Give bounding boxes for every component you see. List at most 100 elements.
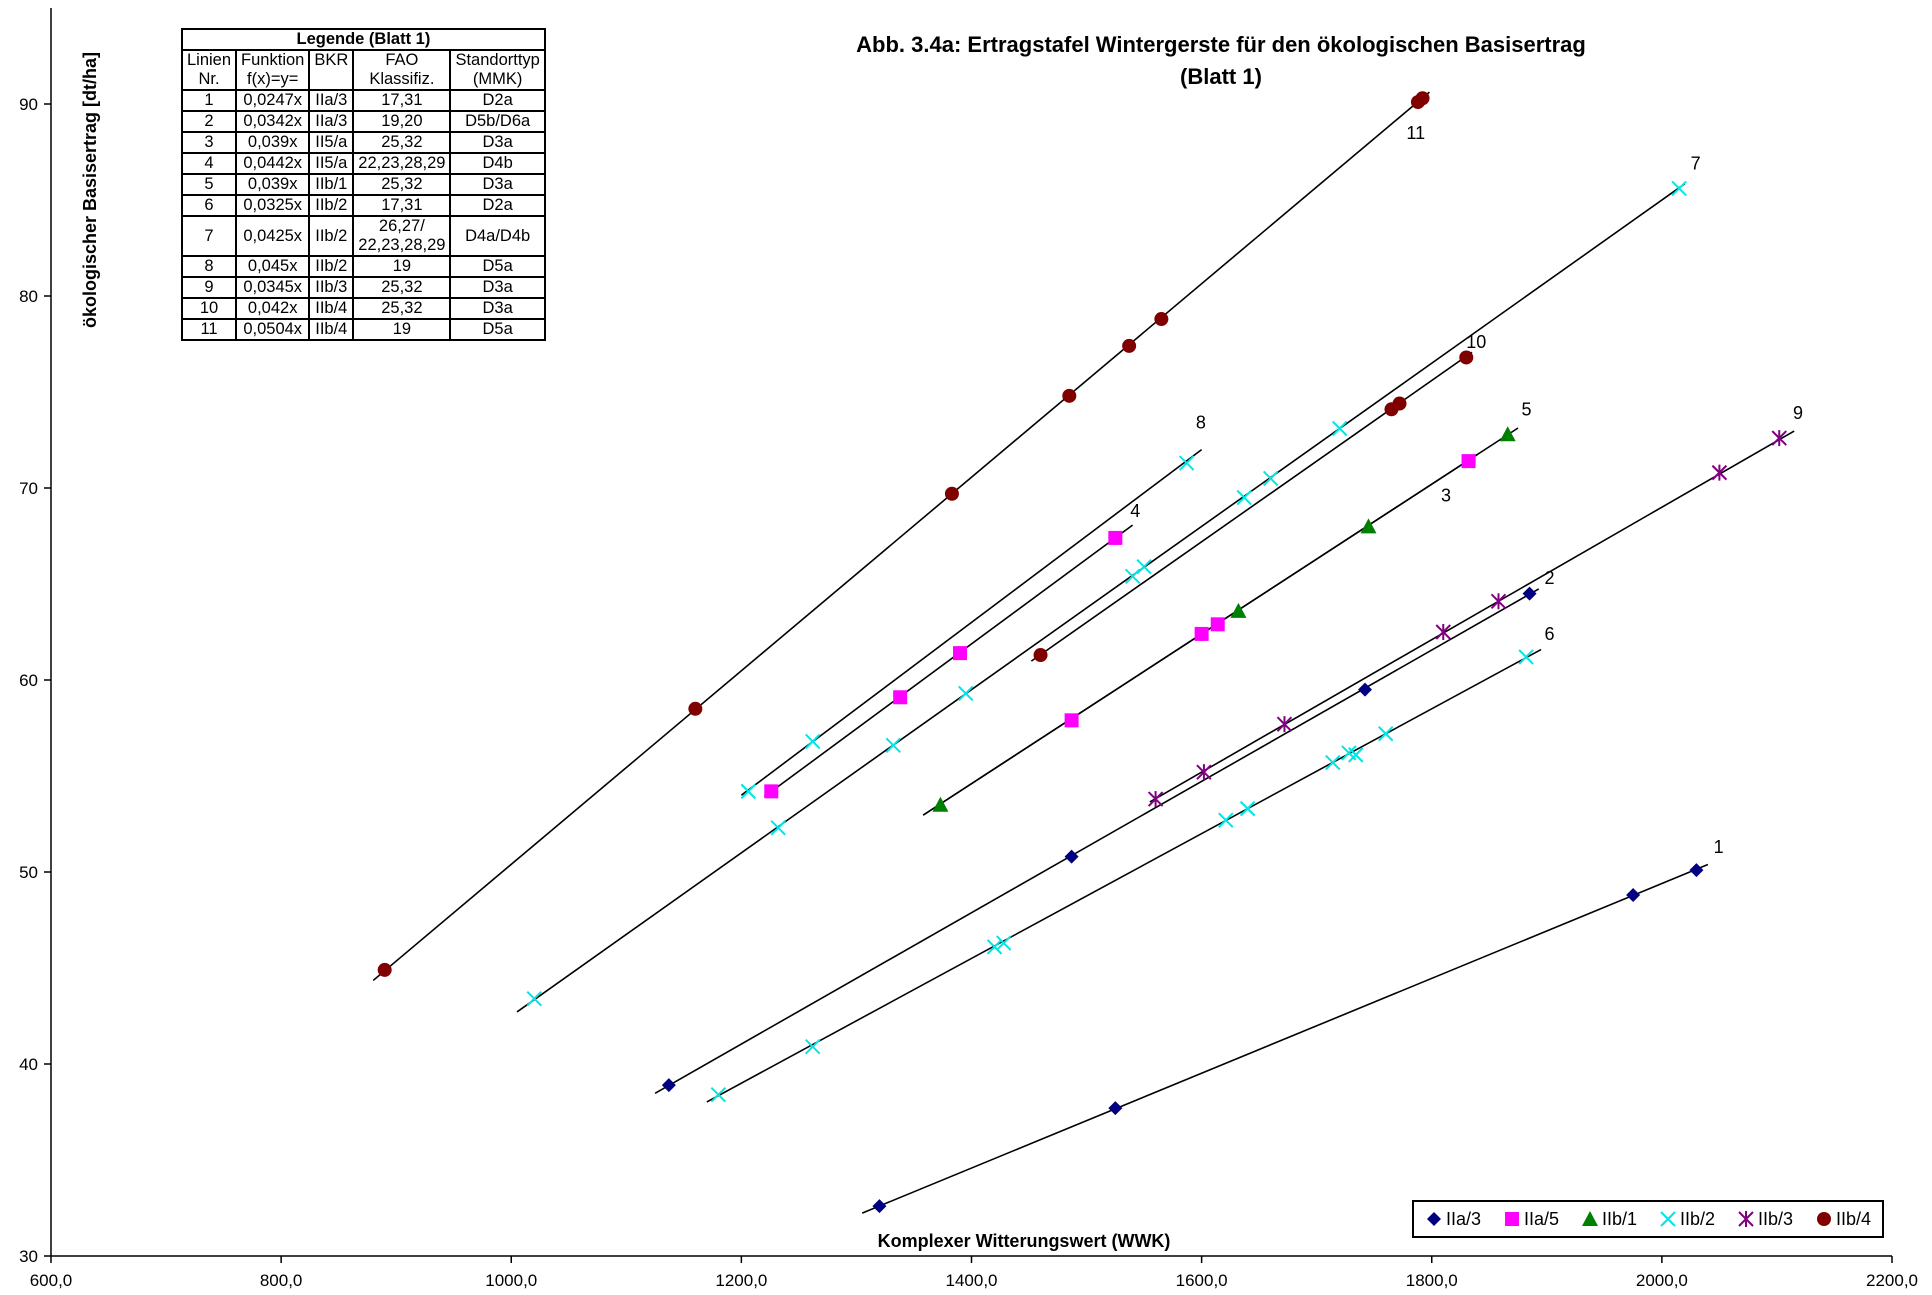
data-point xyxy=(805,733,821,750)
legend-cell: D5a xyxy=(449,255,546,278)
legend-header-cell: Standorttyp (MMK) xyxy=(449,49,546,91)
legend-cell: 25,32 xyxy=(352,276,452,299)
legend-table-row: 5 0,039x IIb/1 25,32 D3a xyxy=(180,173,546,196)
legend-table-row: 2 0,0342x IIa/3 19,20 D5b/D6a xyxy=(180,110,546,133)
legend-cell: 0,0345x xyxy=(235,276,311,299)
series-legend-item: IIb/1 xyxy=(1581,1209,1637,1230)
legend-table-row: 10 0,042x IIb/4 25,32 D3a xyxy=(180,297,546,320)
series-IIb-3 xyxy=(1147,430,1787,808)
series-legend-label: IIb/1 xyxy=(1601,1208,1638,1229)
data-point xyxy=(1392,396,1407,411)
data-point xyxy=(1147,791,1164,808)
legend-cell: 0,0247x xyxy=(235,89,311,112)
data-point xyxy=(1239,800,1256,817)
series-legend-item: IIa/3 xyxy=(1425,1209,1481,1230)
data-point xyxy=(1522,586,1537,601)
series-legend-item: IIb/4 xyxy=(1815,1209,1871,1230)
y-tick-label: 40 xyxy=(19,1055,38,1074)
data-point xyxy=(1033,648,1048,663)
legend-cell: 19,20 xyxy=(352,110,452,133)
legend-table-row: 1 0,0247x IIa/3 17,31 D2a xyxy=(180,89,546,112)
legend-cell: D2a xyxy=(449,194,546,217)
legend-cell: D3a xyxy=(449,297,546,320)
legend-cell: D3a xyxy=(449,131,546,154)
x-tick-label: 2000,0 xyxy=(1636,1271,1688,1290)
data-point xyxy=(740,783,756,800)
fit-line-1 xyxy=(861,863,1709,1214)
legend-cell: 0,0342x xyxy=(235,110,311,133)
legend-cell: 19 xyxy=(352,255,452,278)
legend-cell: II5/a xyxy=(308,131,355,154)
legend-cell: 26,27/22,23,28,29 xyxy=(352,215,452,257)
legend-cell: 0,039x xyxy=(235,131,311,154)
series-legend-label: IIb/3 xyxy=(1757,1208,1794,1229)
fit-line-8 xyxy=(740,448,1203,796)
data-point xyxy=(1122,338,1137,353)
legend-cell: 4 xyxy=(180,152,238,175)
legend-cell: 25,32 xyxy=(352,173,452,196)
data-point xyxy=(805,1039,821,1055)
legend-cell: D5a xyxy=(449,318,546,341)
legend-cell: 0,0425x xyxy=(235,215,311,257)
x-tick-label: 1800,0 xyxy=(1406,1271,1458,1290)
legend-cell: IIb/4 xyxy=(308,297,355,320)
legend-table-caption: Legende (Blatt 1) xyxy=(181,28,546,51)
legend-cell: D5b/D6a xyxy=(449,110,546,133)
legend-table-row: 3 0,039x II5/a 25,32 D3a xyxy=(180,131,546,154)
legend-cell: 0,0442x xyxy=(235,152,311,175)
data-point xyxy=(1358,682,1373,697)
legend-cell: IIb/2 xyxy=(308,215,355,257)
data-point xyxy=(1178,455,1195,471)
data-point xyxy=(1499,426,1516,442)
y-tick-label: 70 xyxy=(19,479,38,498)
legend-cell: 8 xyxy=(180,255,238,278)
data-point xyxy=(377,962,392,977)
legend-table: Legende (Blatt 1) Linien Nr. Funktion f(x)=… xyxy=(180,28,546,341)
data-point xyxy=(1771,430,1787,447)
legend-cell: 9 xyxy=(180,276,238,299)
series-legend-label: IIb/2 xyxy=(1679,1208,1716,1229)
square-marker-icon xyxy=(1504,1212,1519,1226)
asterisk-marker-icon xyxy=(1738,1211,1754,1227)
legend-cell: 17,31 xyxy=(352,194,452,217)
data-point xyxy=(1459,350,1474,365)
legend-cell: 3 xyxy=(180,131,238,154)
series-legend-label: IIa/5 xyxy=(1523,1208,1560,1229)
data-point xyxy=(1276,716,1293,733)
legend-cell: IIb/4 xyxy=(308,318,355,341)
data-point xyxy=(1194,626,1209,641)
series-legend-item: IIb/3 xyxy=(1737,1209,1793,1230)
legend-table-row: 8 0,045x IIb/2 19 D5a xyxy=(180,255,546,278)
data-point xyxy=(1236,489,1252,506)
data-point xyxy=(1108,530,1123,545)
legend-cell: IIb/2 xyxy=(308,255,355,278)
y-axis-title: ökologischer Basisertrag [dt/ha] xyxy=(80,52,100,328)
x-marker-icon xyxy=(1660,1211,1676,1227)
circle-marker-icon xyxy=(1816,1212,1831,1226)
data-point xyxy=(1461,454,1476,469)
x-tick-label: 1400,0 xyxy=(946,1271,998,1290)
series-IIa-3 xyxy=(661,586,1704,1214)
legend-table-header: Linien Nr. Funktion f(x)=y= BKR FAO Klassifiz.… xyxy=(180,49,546,91)
legend-cell: D4b xyxy=(449,152,546,175)
data-point xyxy=(944,486,959,501)
legend-cell: 11 xyxy=(180,318,238,341)
data-point xyxy=(1415,91,1430,106)
legend-table-row: 4 0,0442x II5/a 22,23,28,29 D4b xyxy=(180,152,546,175)
legend-cell: D3a xyxy=(449,276,546,299)
data-point xyxy=(1124,568,1141,585)
y-tick-label: 50 xyxy=(19,863,38,882)
data-point xyxy=(1154,312,1169,327)
y-tick-label: 60 xyxy=(19,671,38,690)
x-tick-label: 800,0 xyxy=(260,1271,303,1290)
data-point xyxy=(986,939,1003,955)
legend-cell: IIa/3 xyxy=(308,89,355,112)
legend-header-cell: BKR xyxy=(308,49,355,91)
line-label-4: 4 xyxy=(1130,501,1140,521)
chart-title: Abb. 3.4a: Ertragstafel Wintergerste für… xyxy=(856,32,1586,57)
data-point xyxy=(661,1078,676,1093)
diamond-marker-icon xyxy=(1426,1212,1441,1226)
legend-cell: 2 xyxy=(180,110,238,133)
y-tick-label: 30 xyxy=(19,1247,38,1266)
